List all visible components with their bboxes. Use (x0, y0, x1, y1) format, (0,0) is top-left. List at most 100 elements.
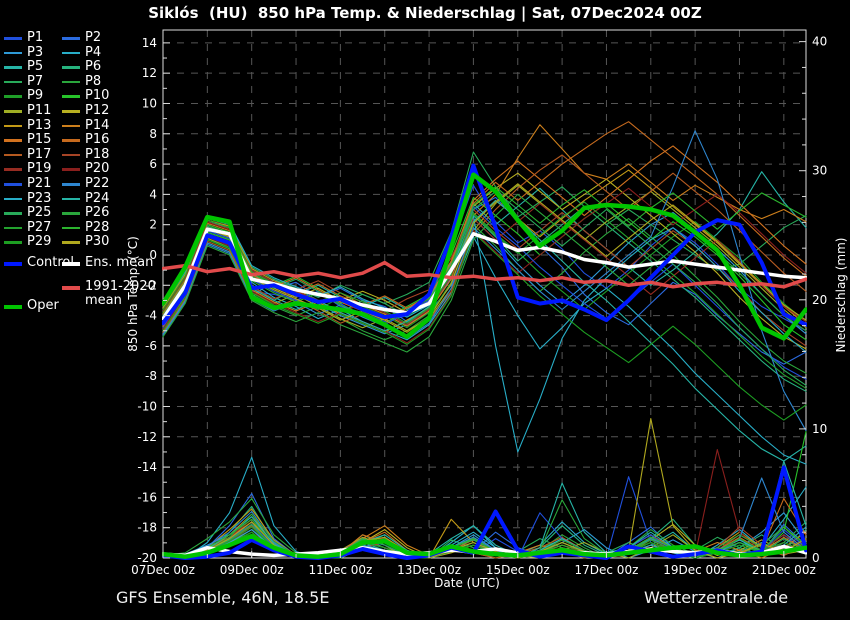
legend-item-P22: P22 (62, 177, 109, 191)
legend-label: P9 (27, 88, 44, 104)
left-tick-label: 6 (149, 157, 157, 171)
legend-item-P1: P1 (4, 31, 43, 45)
left-tick-label: -12 (137, 430, 157, 444)
left-tick-label: -8 (145, 369, 157, 383)
legend-label: P26 (85, 205, 110, 221)
legend-item-ens-mean: Ens. mean (62, 256, 153, 270)
chart-title: Siklós (HU) 850 hPa Temp. & Niederschlag… (148, 4, 702, 22)
legend-item-P8: P8 (62, 74, 101, 89)
legend-item-P26: P26 (62, 206, 109, 220)
legend-item-P6: P6 (62, 60, 101, 74)
legend-item-P23: P23 (4, 190, 52, 206)
legend-swatch (62, 124, 80, 128)
legend-swatch (62, 183, 80, 186)
legend-swatch (4, 197, 22, 201)
legend-label: P5 (27, 59, 44, 75)
temp-series-oper (162, 172, 807, 341)
legend-swatch (4, 212, 22, 215)
legend-label: P23 (27, 190, 52, 206)
legend-label: P20 (85, 161, 110, 177)
legend-item-P16: P16 (62, 133, 109, 147)
legend-swatch (62, 262, 80, 266)
temp-series-P4 (162, 231, 807, 465)
legend-item-P25: P25 (4, 206, 51, 220)
legend-item-P30: P30 (62, 235, 109, 249)
legend-label: Ens. mean (85, 255, 154, 270)
legend-label: P17 (27, 146, 52, 162)
legend-swatch (4, 37, 22, 40)
legend-label: P28 (85, 219, 110, 235)
legend-label: P10 (85, 88, 110, 104)
x-tick-label: 17Dec 00z (575, 563, 639, 577)
legend-swatch (62, 51, 80, 55)
legend-swatch (62, 286, 80, 290)
legend-label: P21 (27, 176, 52, 191)
left-tick-label: 10 (142, 96, 157, 110)
legend-label: P15 (27, 132, 52, 148)
legend-label: P11 (27, 103, 52, 118)
right-tick-label: 20 (812, 293, 827, 307)
legend-item-oper: Oper (4, 299, 59, 313)
x-axis-label: Date (UTC) (434, 576, 500, 590)
left-tick-label: 8 (149, 127, 157, 141)
legend-label: P18 (85, 146, 110, 162)
series-group (162, 121, 807, 560)
legend-label: P16 (85, 132, 110, 148)
legend-item-P21: P21 (4, 177, 51, 191)
legend-label: P14 (85, 117, 110, 133)
legend-swatch (62, 153, 80, 157)
legend-swatch (4, 153, 22, 157)
legend-label: P2 (85, 30, 102, 45)
temp-series-P21 (162, 205, 807, 380)
gridlines (163, 30, 806, 558)
left-tick-label: 4 (149, 187, 157, 201)
left-tick-label: -4 (145, 309, 157, 323)
legend-swatch (4, 168, 22, 171)
legend-swatch (4, 124, 22, 128)
temp-series-P14 (162, 124, 807, 327)
temp-series-P23 (162, 215, 807, 453)
legend-item-climate-mean: 1991-2020 mean (62, 280, 157, 308)
footer-site-name: Wetterzentrale.de (644, 588, 789, 607)
legend-swatch (62, 37, 80, 40)
legend-swatch (4, 241, 22, 244)
legend-swatch (62, 241, 80, 244)
legend-label: P13 (27, 117, 52, 133)
legend-item-P10: P10 (62, 89, 109, 103)
right-tick-label: 10 (812, 422, 827, 436)
legend-label: P7 (27, 73, 44, 89)
x-tick-label: 13Dec 00z (397, 563, 461, 577)
legend-label: P6 (85, 59, 102, 75)
legend-swatch (4, 66, 22, 69)
legend-item-P28: P28 (62, 219, 110, 235)
right-tick-label: 30 (812, 164, 827, 178)
left-tick-label: 12 (142, 66, 157, 80)
legend-item-P18: P18 (62, 146, 110, 162)
footer-model-info: GFS Ensemble, 46N, 18.5E (116, 588, 330, 607)
left-tick-label: -10 (137, 399, 157, 413)
ticks (162, 41, 806, 559)
legend-swatch (4, 95, 22, 98)
temp-series-P7 (162, 151, 807, 308)
right-tick-label: 0 (812, 551, 820, 565)
x-tick-label: 15Dec 00z (486, 563, 550, 577)
legend-item-P12: P12 (62, 104, 109, 118)
legend-swatch (4, 262, 22, 266)
legend-item-P13: P13 (4, 117, 52, 133)
left-tick-label: -20 (137, 551, 157, 565)
legend-item-P19: P19 (4, 162, 51, 176)
right-tick-label: 40 (812, 35, 827, 49)
temp-series-P24 (162, 199, 807, 462)
plot-frame (162, 29, 807, 559)
legend-swatch (4, 183, 22, 186)
temp-series-control (162, 163, 807, 327)
legend-swatch (62, 139, 80, 142)
legend-swatch (62, 197, 80, 201)
left-tick-label: -14 (137, 460, 157, 474)
legend-label: P30 (85, 234, 110, 250)
x-tick-label: 09Dec 00z (220, 563, 284, 577)
temp-series-ens-mean (162, 227, 807, 321)
legend-item-P17: P17 (4, 146, 52, 162)
legend-item-P11: P11 (4, 104, 51, 118)
